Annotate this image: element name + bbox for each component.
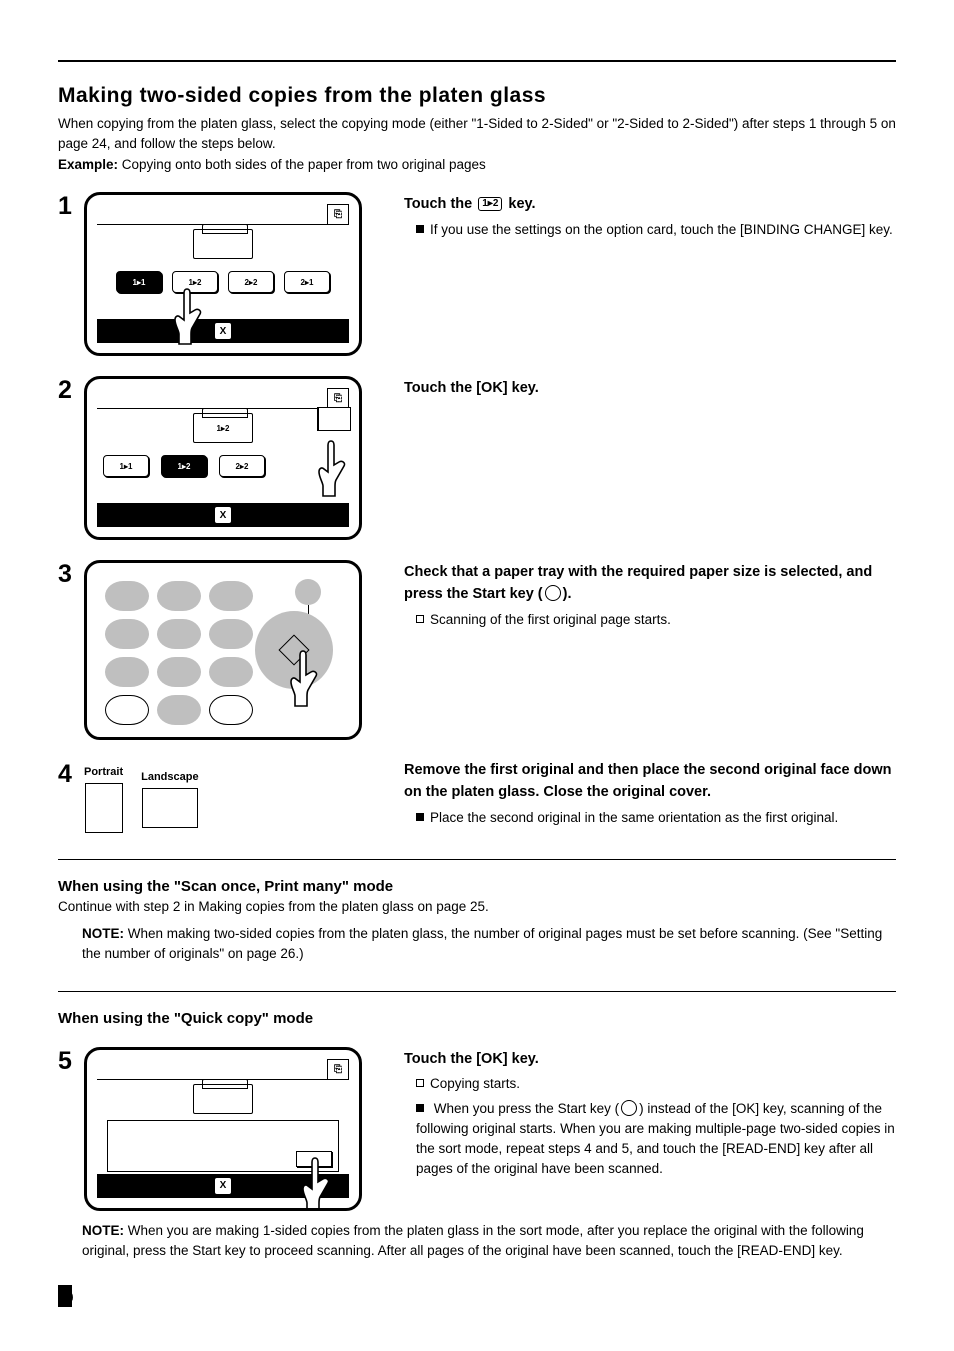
step-5-title: Touch the [OK] key. <box>404 1049 896 1071</box>
step-4-text: Remove the first original and then place… <box>404 760 896 828</box>
copier-icon: 1▸2 <box>193 413 253 443</box>
step-5-bullet-2: When you press the Start key () instead … <box>416 1099 896 1180</box>
page-intro: When copying from the platen glass, sele… <box>58 114 896 153</box>
step-number: 2 <box>58 376 84 403</box>
mode-btn-2to2[interactable]: 2▸2 <box>228 271 274 293</box>
step-4-figure: Portrait Landscape <box>84 760 374 833</box>
step-1-text: Touch the 1▸2 key. If you use the settin… <box>404 192 896 240</box>
panel-tab-icon: ⎘ <box>327 204 349 224</box>
step-3-text: Check that a paper tray with the require… <box>404 560 896 630</box>
step-5: 5 ⎘ X Touch the [OK] key. Copying start <box>58 1047 896 1211</box>
step-3-title: Check that a paper tray with the require… <box>404 562 896 606</box>
numeric-keypad[interactable] <box>105 581 253 725</box>
continuous-note: NOTE: When making two-sided copies from … <box>82 924 896 965</box>
step-2-figure: ⎘ 1▸2 1▸1 1▸2 2▸2 X <box>84 376 374 540</box>
message-box <box>107 1120 339 1172</box>
copier-icon <box>193 229 253 259</box>
page-title: Making two-sided copies from the platen … <box>58 84 896 108</box>
sort-heading: When using the "Quick copy" mode <box>58 1010 896 1027</box>
sort-mode-section: When using the "Quick copy" mode <box>58 1010 896 1027</box>
step-3-bullet: Scanning of the first original page star… <box>416 610 896 630</box>
start-key[interactable] <box>255 611 333 689</box>
mode-btn-2to1[interactable]: 2▸1 <box>284 271 330 293</box>
example-text: Copying onto both sides of the paper fro… <box>122 157 486 172</box>
aux-key[interactable] <box>295 579 321 605</box>
step-1-figure: ⎘ 1▸1 1▸2 2▸2 2▸1 X <box>84 192 374 356</box>
continuous-desc: Continue with step 2 in Making copies fr… <box>58 899 896 914</box>
mode-btn-1to2[interactable]: 1▸2 <box>161 455 207 477</box>
step-4: 4 Portrait Landscape Remove the first or… <box>58 760 896 833</box>
step-number: 4 <box>58 760 84 787</box>
close-icon[interactable]: X <box>215 1178 231 1194</box>
step-4-bullet: Place the second original in the same or… <box>416 808 896 828</box>
ok-button[interactable] <box>296 1151 332 1167</box>
panel-tab-icon: ⎘ <box>327 388 349 408</box>
step-4-title: Remove the first original and then place… <box>404 760 896 804</box>
ok-button[interactable] <box>317 407 351 431</box>
final-note: NOTE: When you are making 1-sided copies… <box>82 1221 896 1262</box>
panel-tab-icon: ⎘ <box>327 1059 349 1079</box>
example-label: Example: <box>58 157 118 172</box>
step-number: 5 <box>58 1047 84 1074</box>
start-key-circle-icon <box>545 585 561 601</box>
step-number: 3 <box>58 560 84 587</box>
mode-1to2-icon: 1▸2 <box>478 197 502 211</box>
step-1-bullet: If you use the settings on the option ca… <box>416 220 896 240</box>
start-rhombus-icon <box>278 635 309 666</box>
mode-btn-1to1[interactable]: 1▸1 <box>103 455 149 477</box>
section-divider <box>58 859 896 860</box>
step-3: 3 Check that a paper tray with the requi… <box>58 560 896 740</box>
step-1-title: Touch the 1▸2 key. <box>404 194 896 216</box>
mode-btn-1to1[interactable]: 1▸1 <box>116 271 162 293</box>
step-number: 1 <box>58 192 84 219</box>
section-divider <box>58 991 896 992</box>
header-section: Making two-sided copies from the platen … <box>58 84 896 172</box>
copier-icon <box>193 1084 253 1114</box>
mode-btn-2to2[interactable]: 2▸2 <box>219 455 265 477</box>
step-1: 1 ⎘ 1▸1 1▸2 2▸2 2▸1 X <box>58 192 896 356</box>
start-key-circle-icon <box>621 1100 637 1116</box>
step-2-title: Touch the [OK] key. <box>404 378 896 400</box>
close-icon[interactable]: X <box>215 507 231 523</box>
orientation-landscape: Landscape <box>141 771 198 828</box>
step-5-bullet-1: Copying starts. <box>416 1074 896 1094</box>
step-5-text: Touch the [OK] key. Copying starts. When… <box>404 1047 896 1180</box>
step-2: 2 ⎘ 1▸2 1▸1 1▸2 2▸2 X <box>58 376 896 540</box>
page-example: Example: Copying onto both sides of the … <box>58 157 896 172</box>
continuous-mode-section: When using the "Scan once, Print many" m… <box>58 878 896 965</box>
step-2-text: Touch the [OK] key. <box>404 376 896 404</box>
close-icon[interactable]: X <box>215 323 231 339</box>
orientation-portrait: Portrait <box>84 766 123 833</box>
mode-btn-1to2[interactable]: 1▸2 <box>172 271 218 293</box>
page-number: 30 <box>58 1289 896 1305</box>
footer-bar-icon <box>58 1285 72 1307</box>
top-rule <box>58 60 896 62</box>
continuous-heading: When using the "Scan once, Print many" m… <box>58 878 896 895</box>
step-5-figure: ⎘ X <box>84 1047 374 1211</box>
step-3-figure <box>84 560 374 740</box>
